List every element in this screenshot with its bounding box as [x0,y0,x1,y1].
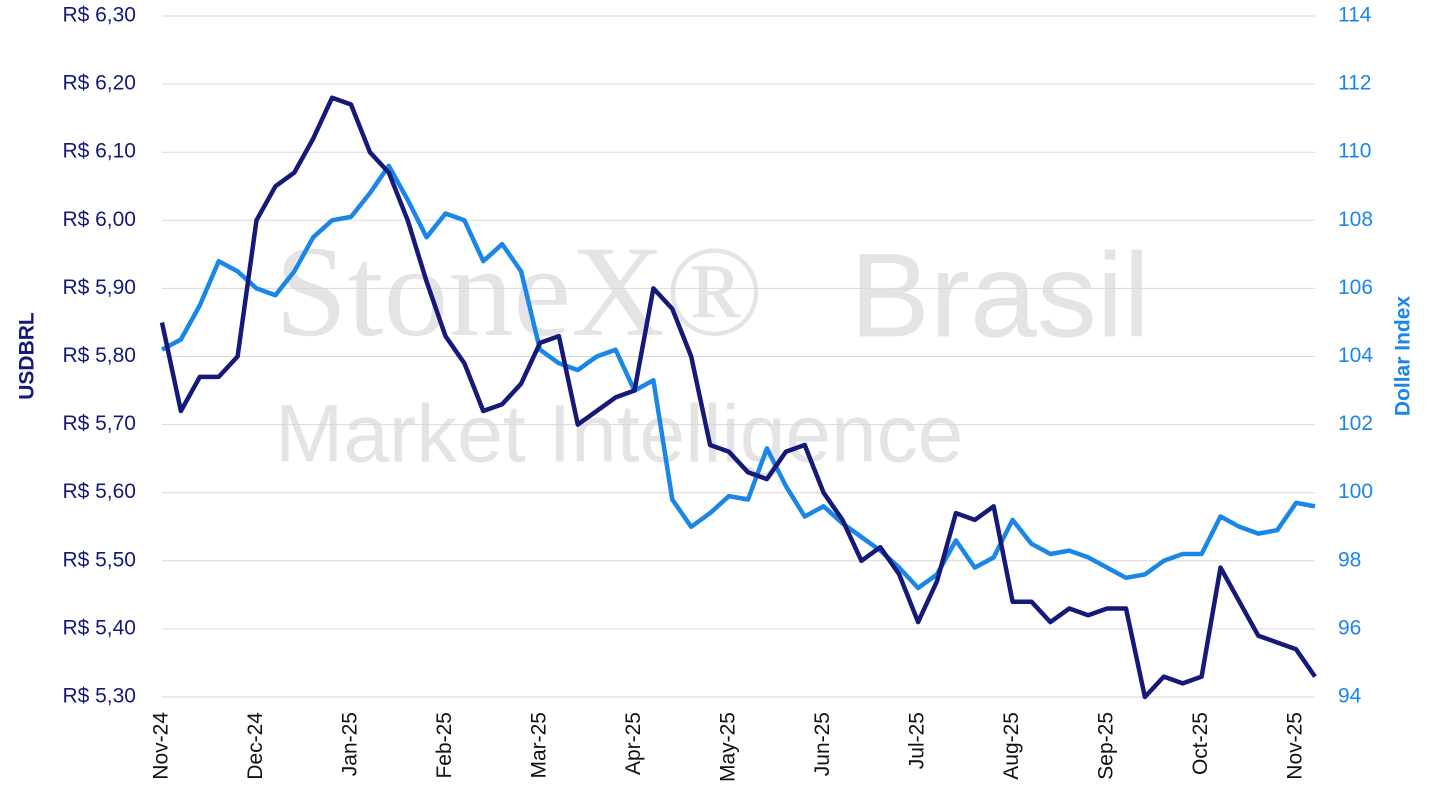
y-tick-label: R$ 5,50 [62,548,136,571]
x-tick-label: Jan-25 [339,712,362,776]
y-tick-label: R$ 6,30 [62,4,136,27]
y-tick-label: R$ 5,40 [62,616,136,639]
x-tick-label: Mar-25 [528,712,551,779]
y2-tick-label: 98 [1338,548,1361,571]
y-tick-label: R$ 5,30 [62,685,136,708]
y2-axis-title: Dollar Index [1392,296,1415,417]
x-tick-label: May-25 [717,712,740,782]
y2-tick-label: 94 [1338,685,1362,708]
x-tick-label: Feb-25 [433,712,456,779]
x-tick-label: Nov-25 [1284,712,1307,780]
x-tick-label: Sep-25 [1095,712,1118,780]
y-axis-title: USDBRL [16,312,39,400]
y-tick-label: R$ 5,90 [62,276,136,299]
x-tick-label: Jun-25 [811,712,834,776]
y2-tick-label: 106 [1338,276,1373,299]
watermark-tagline: Market Intelligence [275,389,963,480]
x-tick-label: Nov-24 [150,712,173,780]
y-tick-label: R$ 5,70 [62,412,136,435]
y2-tick-label: 110 [1338,140,1371,163]
y2-tick-label: 100 [1338,480,1373,503]
y-tick-label: R$ 6,00 [62,208,136,231]
x-tick-label: Apr-25 [622,712,645,775]
x-tick-label: Dec-24 [244,712,267,780]
y-tick-label: R$ 6,20 [62,72,136,95]
series-line [159,95,1317,700]
y2-tick-label: 114 [1338,4,1372,27]
watermark-region: Brasil [850,229,1150,363]
x-tick-label: Jul-25 [906,712,929,769]
series-line [160,163,1316,591]
y2-tick-label: 104 [1338,344,1373,367]
x-tick-label: Aug-25 [1000,712,1023,780]
y-tick-label: R$ 5,80 [62,344,136,367]
x-tick-label: Oct-25 [1189,712,1212,775]
y2-tick-label: 112 [1338,72,1371,95]
y-tick-label: R$ 5,60 [62,480,136,503]
y-tick-label: R$ 6,10 [62,140,136,163]
y2-tick-label: 108 [1338,208,1373,231]
y2-tick-label: 96 [1338,616,1361,639]
y2-tick-label: 102 [1338,412,1373,435]
watermark-brand: StoneX® [275,220,764,364]
